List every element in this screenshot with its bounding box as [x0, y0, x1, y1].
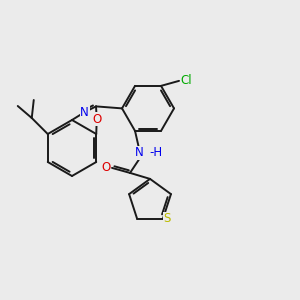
Text: S: S [163, 212, 171, 225]
Text: Cl: Cl [180, 74, 192, 87]
Text: N: N [80, 106, 89, 119]
Text: N: N [135, 146, 143, 159]
Text: -H: -H [149, 146, 162, 159]
Text: O: O [92, 113, 101, 126]
Text: O: O [101, 161, 111, 174]
